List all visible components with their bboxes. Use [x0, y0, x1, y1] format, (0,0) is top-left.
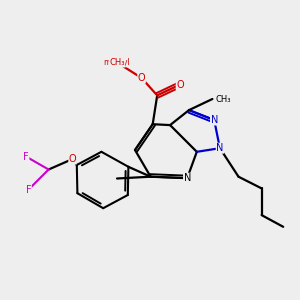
Text: F: F	[26, 184, 31, 195]
Text: O: O	[138, 73, 146, 83]
Text: CH₃: CH₃	[215, 94, 231, 103]
Text: N: N	[216, 143, 224, 153]
Text: N: N	[184, 173, 191, 183]
Text: F: F	[23, 152, 29, 162]
Text: O: O	[69, 154, 76, 164]
Text: methyl: methyl	[103, 58, 130, 67]
Text: CH₃: CH₃	[109, 58, 125, 67]
Text: N: N	[211, 115, 218, 125]
Text: O: O	[176, 80, 184, 90]
